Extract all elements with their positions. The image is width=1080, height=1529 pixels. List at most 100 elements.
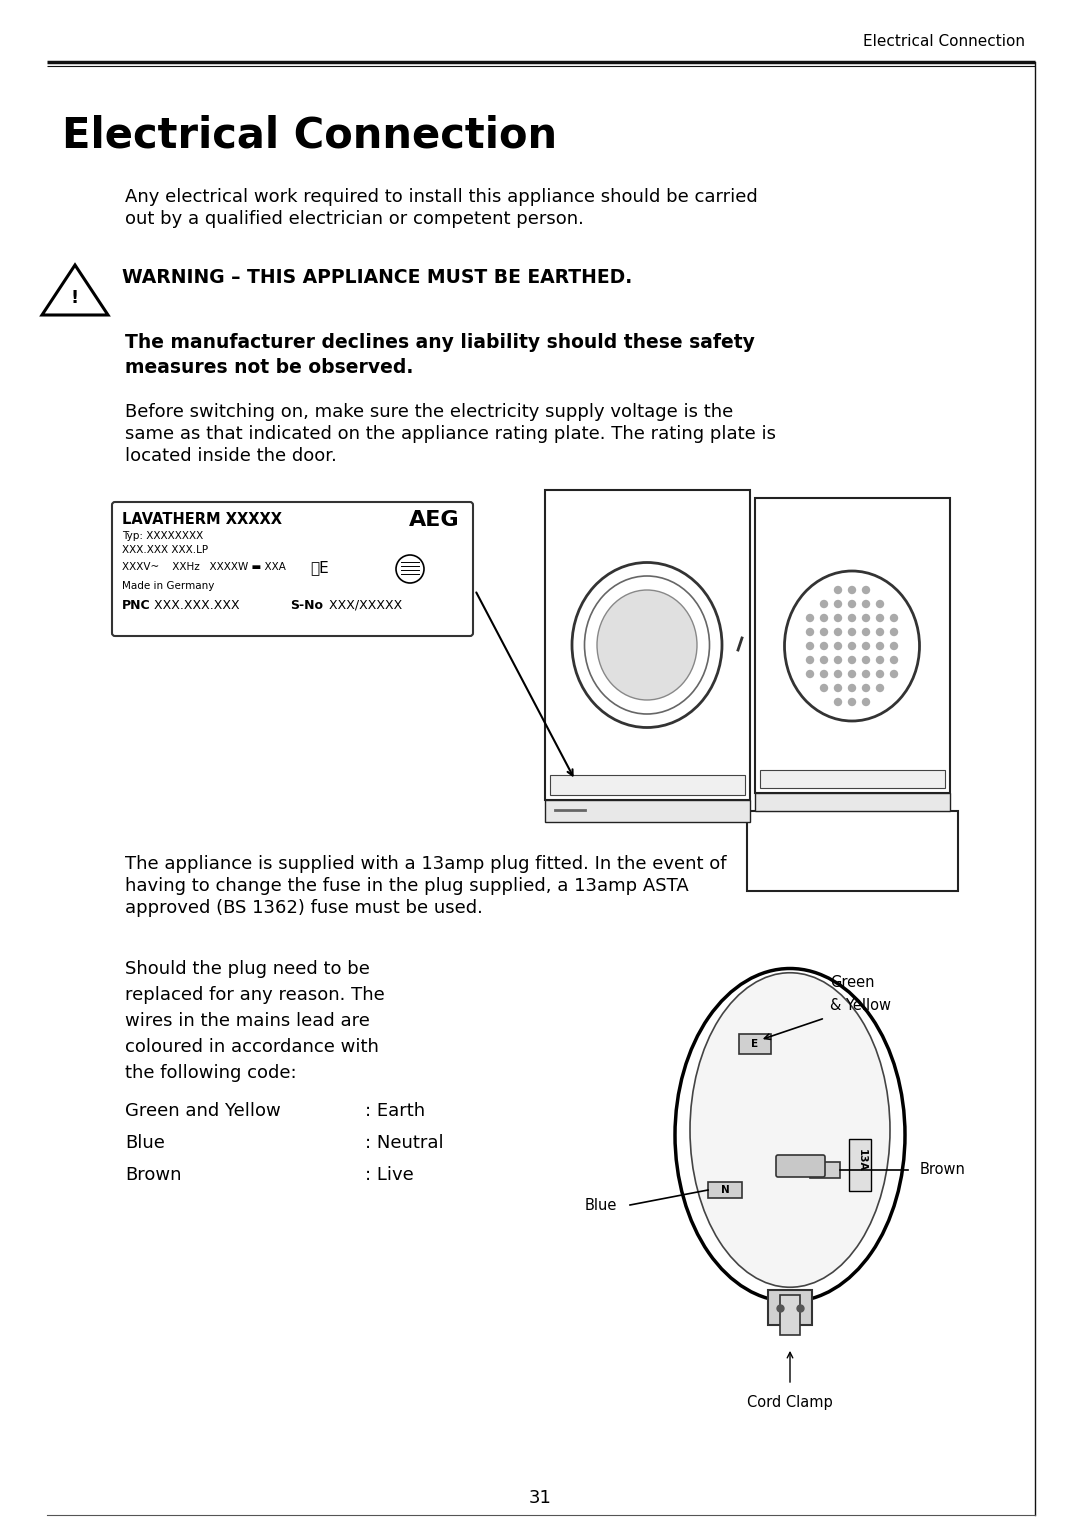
Circle shape — [849, 685, 855, 691]
Circle shape — [877, 601, 883, 607]
Circle shape — [877, 656, 883, 664]
Text: located inside the door.: located inside the door. — [125, 446, 337, 465]
Text: having to change the fuse in the plug supplied, a 13amp ASTA: having to change the fuse in the plug su… — [125, 878, 689, 894]
Ellipse shape — [675, 968, 905, 1301]
Circle shape — [863, 587, 869, 593]
Bar — [755, 498, 950, 794]
Circle shape — [877, 628, 883, 636]
Circle shape — [821, 671, 827, 677]
Text: Brown: Brown — [920, 1162, 966, 1177]
Circle shape — [849, 671, 855, 677]
Circle shape — [807, 615, 813, 621]
Circle shape — [807, 642, 813, 650]
Text: : Earth: : Earth — [365, 1102, 426, 1121]
Text: same as that indicated on the appliance rating plate. The rating plate is: same as that indicated on the appliance … — [125, 425, 777, 443]
Text: AEG: AEG — [409, 511, 460, 531]
Circle shape — [863, 642, 869, 650]
Circle shape — [863, 615, 869, 621]
Circle shape — [835, 656, 841, 664]
Circle shape — [835, 628, 841, 636]
Circle shape — [807, 628, 813, 636]
Circle shape — [849, 699, 855, 705]
Text: Electrical Connection: Electrical Connection — [863, 35, 1025, 49]
Text: Blue: Blue — [585, 1197, 618, 1212]
FancyBboxPatch shape — [777, 1154, 825, 1177]
Circle shape — [863, 671, 869, 677]
Circle shape — [891, 628, 897, 636]
Text: Before switching on, make sure the electricity supply voltage is the: Before switching on, make sure the elect… — [125, 404, 733, 420]
Circle shape — [849, 656, 855, 664]
Text: Blue: Blue — [125, 1135, 165, 1151]
Text: : Neutral: : Neutral — [365, 1135, 444, 1151]
Circle shape — [835, 615, 841, 621]
Text: Brown: Brown — [125, 1167, 181, 1183]
Text: coloured in accordance with: coloured in accordance with — [125, 1038, 379, 1057]
Ellipse shape — [690, 972, 890, 1287]
Circle shape — [807, 656, 813, 664]
Text: Cord Clamp: Cord Clamp — [747, 1394, 833, 1410]
FancyBboxPatch shape — [810, 1162, 840, 1177]
Text: wires in the mains lead are: wires in the mains lead are — [125, 1012, 369, 1031]
Circle shape — [849, 587, 855, 593]
Circle shape — [835, 587, 841, 593]
Bar — [545, 489, 750, 800]
Text: & Yellow: & Yellow — [831, 998, 891, 1014]
Text: 31: 31 — [528, 1489, 552, 1508]
Circle shape — [849, 601, 855, 607]
Circle shape — [821, 628, 827, 636]
Circle shape — [821, 685, 827, 691]
Circle shape — [877, 685, 883, 691]
Text: replaced for any reason. The: replaced for any reason. The — [125, 986, 384, 1005]
Text: Should the plug need to be: Should the plug need to be — [125, 960, 369, 979]
Circle shape — [835, 699, 841, 705]
Circle shape — [849, 628, 855, 636]
Circle shape — [835, 685, 841, 691]
Text: Made in Germany: Made in Germany — [122, 581, 214, 592]
Text: N: N — [720, 1185, 729, 1196]
Circle shape — [877, 671, 883, 677]
Circle shape — [849, 615, 855, 621]
Circle shape — [863, 685, 869, 691]
Text: out by a qualified electrician or competent person.: out by a qualified electrician or compet… — [125, 209, 584, 228]
Bar — [760, 771, 945, 787]
Circle shape — [863, 656, 869, 664]
FancyBboxPatch shape — [739, 1034, 771, 1053]
Text: : Live: : Live — [365, 1167, 414, 1183]
Circle shape — [863, 601, 869, 607]
Circle shape — [835, 642, 841, 650]
Bar — [747, 810, 958, 891]
Text: Electrical Connection: Electrical Connection — [62, 115, 557, 157]
Circle shape — [821, 615, 827, 621]
Text: !: ! — [71, 289, 79, 307]
Bar — [780, 1295, 800, 1335]
Circle shape — [891, 642, 897, 650]
Circle shape — [835, 671, 841, 677]
Text: XXXV~    XXHz   XXXXW ▬ XXA: XXXV~ XXHz XXXXW ▬ XXA — [122, 563, 286, 572]
Bar — [550, 775, 745, 795]
Text: E: E — [752, 1040, 758, 1049]
Circle shape — [877, 642, 883, 650]
FancyBboxPatch shape — [708, 1182, 742, 1199]
Text: XXX.XXX XXX.LP: XXX.XXX XXX.LP — [122, 544, 208, 555]
Text: ⒸΕ: ⒸΕ — [310, 560, 328, 575]
Text: 13A: 13A — [858, 1148, 867, 1171]
Text: Green and Yellow: Green and Yellow — [125, 1102, 281, 1121]
Circle shape — [821, 656, 827, 664]
Text: XXX/XXXXX: XXX/XXXXX — [325, 599, 402, 612]
Bar — [768, 1290, 812, 1326]
Circle shape — [835, 601, 841, 607]
Text: PNC: PNC — [122, 599, 150, 612]
Ellipse shape — [597, 590, 697, 700]
Text: The manufacturer declines any liability should these safety: The manufacturer declines any liability … — [125, 333, 755, 352]
Text: measures not be observed.: measures not be observed. — [125, 358, 414, 378]
Text: LAVATHERM XXXXX: LAVATHERM XXXXX — [122, 512, 282, 528]
Text: Any electrical work required to install this appliance should be carried: Any electrical work required to install … — [125, 188, 758, 206]
Circle shape — [891, 671, 897, 677]
Circle shape — [849, 642, 855, 650]
Bar — [545, 800, 750, 823]
Text: S-No: S-No — [291, 599, 323, 612]
Text: XXX.XXX.XXX: XXX.XXX.XXX — [150, 599, 247, 612]
Text: approved (BS 1362) fuse must be used.: approved (BS 1362) fuse must be used. — [125, 899, 483, 917]
Text: The appliance is supplied with a 13amp plug fitted. In the event of: The appliance is supplied with a 13amp p… — [125, 855, 727, 873]
Text: Green: Green — [831, 976, 875, 989]
